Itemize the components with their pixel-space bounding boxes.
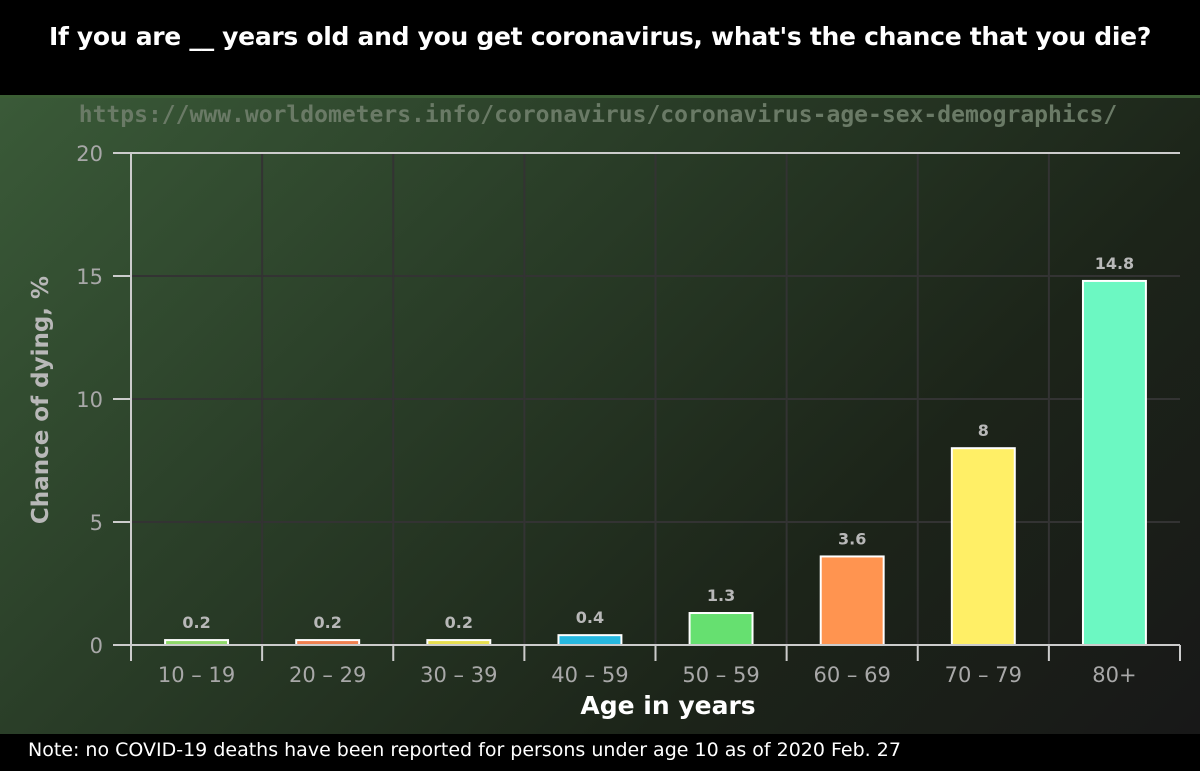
x-tick-label: 70 – 79 <box>945 663 1022 687</box>
data-label: 14.8 <box>1095 254 1134 273</box>
bar-7 <box>1081 279 1147 646</box>
x-tick-label: 60 – 69 <box>814 663 891 687</box>
y-axis-title: Chance of dying, % <box>28 276 54 524</box>
y-tick-label: 0 <box>90 634 103 658</box>
chart-title: If you are __ years old and you get coro… <box>48 22 1152 51</box>
bar-5 <box>819 555 885 646</box>
y-tick-label: 20 <box>76 142 103 166</box>
bar-3 <box>557 634 623 646</box>
x-tick-label: 20 – 29 <box>289 663 366 687</box>
data-label: 0.4 <box>576 608 604 627</box>
data-label: 0.2 <box>314 613 342 632</box>
y-tick-label: 15 <box>76 265 103 289</box>
x-tick-label: 80+ <box>1092 663 1136 687</box>
source-url: https://www.worldometers.info/coronaviru… <box>79 102 1118 128</box>
bar-6 <box>950 447 1016 647</box>
y-tick-label: 10 <box>76 388 103 412</box>
x-tick-label: 40 – 59 <box>551 663 628 687</box>
data-label: 0.2 <box>182 613 210 632</box>
note-bar: Note: no COVID-19 deaths have been repor… <box>0 734 1200 771</box>
data-label: 0.2 <box>445 613 473 632</box>
data-label: 8 <box>978 421 989 440</box>
footnote: Note: no COVID-19 deaths have been repor… <box>28 739 901 761</box>
x-tick-label: 10 – 19 <box>158 663 235 687</box>
y-tick-label: 5 <box>90 511 103 535</box>
data-label: 3.6 <box>838 529 866 548</box>
bar-chart: https://www.worldometers.info/coronaviru… <box>28 102 1181 720</box>
x-axis-title: Age in years <box>580 691 755 720</box>
x-tick-label: 30 – 39 <box>420 663 497 687</box>
data-label: 1.3 <box>707 586 735 605</box>
bar-4 <box>688 612 754 647</box>
x-tick-label: 50 – 59 <box>682 663 759 687</box>
chart-area: https://www.worldometers.info/coronaviru… <box>0 98 1200 734</box>
title-bar: If you are __ years old and you get coro… <box>0 0 1200 98</box>
axes: 0 5 10 15 20 10 – 19 20 – 29 30 – 39 40 – 59 50 –… <box>76 142 1181 687</box>
grid <box>131 152 1180 645</box>
